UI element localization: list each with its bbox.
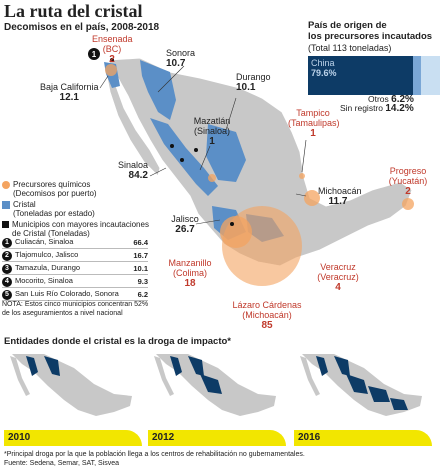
rank-badge: 3: [2, 263, 12, 274]
svg-text:1: 1: [92, 50, 97, 59]
impact-map-2016: 2016: [294, 350, 432, 448]
year-bar: 2016: [294, 430, 432, 446]
year-label: 2010: [8, 432, 31, 443]
label-progreso: Progreso (Yucatán) 2: [388, 166, 428, 197]
bubble-tampico: [299, 173, 305, 179]
main-map: 1: [88, 48, 414, 286]
bubble-lazaro: [222, 206, 302, 286]
municipio-row: 2 Tlajomulco, Jalisco 16.7: [2, 248, 148, 262]
municipio-name: Tamazula, Durango: [15, 262, 81, 272]
legend: Precursores químicos (Decomisos por puert…: [2, 180, 149, 238]
municipio-name-cell: 4 Mocorito, Sinaloa: [2, 274, 132, 288]
marker-tamazula: [194, 148, 198, 152]
legend-precursor: Precursores químicos (Decomisos por puert…: [2, 180, 149, 198]
year-label: 2016: [298, 432, 321, 443]
precursor-otros-label: Otros 6.2%: [368, 94, 414, 105]
marker-mocorito: [170, 144, 174, 148]
bar-china: China 79.6%: [308, 56, 413, 95]
cristal-sinaloa-durango: [150, 118, 218, 196]
municipio-name-cell: 3 Tamazula, Durango: [2, 261, 132, 275]
municipio-value: 6.2: [131, 287, 148, 301]
label-sonora: Sonora 10.7: [166, 48, 196, 69]
rank-badge: 5: [2, 289, 12, 300]
municipio-row: 3 Tamazula, Durango 10.1: [2, 261, 148, 275]
municipio-name-cell: 1 Culiacán, Sinaloa: [2, 236, 132, 249]
bar-otros: [413, 56, 421, 95]
municipio-swatch-icon: [2, 221, 9, 228]
label-michoacan: Michoacán 11.7: [318, 186, 362, 207]
precursor-swatch-icon: [2, 181, 10, 189]
page-title: La ruta del cristal: [4, 1, 143, 21]
municipio-name: Culiacán, Sinaloa: [15, 236, 74, 246]
label-ensenada: Ensenada (BC) 2: [92, 34, 133, 65]
impact-map-2012: 2012: [148, 350, 286, 448]
precursor-sin-registro-label: Sin registro 14.2%: [340, 103, 414, 114]
municipio-row: 5 San Luis Río Colorado, Sonora 6.2: [2, 287, 148, 301]
municipio-name: Tlajomulco, Jalisco: [15, 249, 79, 259]
impact-title: Entidades donde el cristal es la droga d…: [4, 336, 232, 347]
leader-lines: [99, 65, 307, 225]
legend-municipios: Municipios con mayores incautaciones de C…: [2, 220, 149, 238]
municipio-row: 4 Mocorito, Sinaloa 9.3: [2, 274, 148, 288]
label-mazatlan: Mazatlán (Sinaloa) 1: [193, 116, 231, 147]
page-subtitle: Decomisos en el país, 2008-2018: [4, 22, 160, 33]
callout-1: [88, 48, 100, 60]
bubble-ensenada: [105, 64, 117, 76]
bubble-veracruz: [304, 190, 320, 206]
label-lazaro-cardenas: Lázaro Cárdenas (Michoacán) 85: [232, 300, 302, 331]
mexico-base-shape: [107, 57, 413, 267]
year-bar: 2012: [148, 430, 286, 446]
marker-tlajomulco: [230, 222, 234, 226]
year-bar: 2010: [4, 430, 142, 446]
bubble-mazatlan: [208, 174, 216, 182]
cristal-durango: [206, 124, 246, 182]
rank-badge: 2: [2, 250, 12, 261]
note: NOTA: Estos cinco municipios concentran …: [2, 301, 149, 317]
bar-sin-registro: [421, 56, 440, 95]
precursor-total: (Total 113 toneladas): [308, 43, 392, 53]
label-veracruz: Veracruz (Veracruz) 4: [317, 262, 359, 293]
label-baja-california: Baja California 12.1: [40, 82, 99, 103]
municipio-name-cell: 2 Tlajomulco, Jalisco: [2, 248, 132, 262]
municipios-table: 1 Culiacán, Sinaloa 66.4 2 Tlajomulco, Jalis…: [2, 236, 148, 301]
precursor-bar: China 79.6%: [308, 56, 440, 95]
cristal-swatch-icon: [2, 201, 10, 209]
rank-badge: 4: [2, 276, 12, 287]
cristal-sonora: [140, 60, 176, 120]
impact-map-2010: 2010: [4, 350, 142, 448]
municipio-row: 1 Culiacán, Sinaloa 66.4: [2, 236, 148, 249]
footnote: *Principal droga por la que la población…: [4, 451, 305, 467]
label-durango: Durango 10.1: [236, 72, 271, 93]
label-tampico: Tampico (Tamaulipas) 1: [288, 108, 340, 139]
legend-cristal: Cristal (Toneladas por estado): [2, 200, 149, 218]
municipio-value: 66.4: [131, 236, 148, 249]
marker-culiacan: [180, 158, 184, 162]
municipio-name: San Luis Río Colorado, Sonora: [15, 288, 119, 298]
year-label: 2012: [152, 432, 175, 443]
municipio-name: Mocorito, Sinaloa: [15, 275, 73, 285]
municipio-name-cell: 5 San Luis Río Colorado, Sonora: [2, 287, 132, 301]
label-jalisco: Jalisco 26.7: [171, 214, 199, 235]
rank-badge: 1: [2, 237, 12, 248]
municipio-value: 9.3: [131, 274, 148, 288]
marker-slrc: [110, 58, 114, 62]
municipio-value: 16.7: [131, 248, 148, 262]
municipio-value: 10.1: [131, 261, 148, 275]
label-sinaloa: Sinaloa 84.2: [118, 160, 149, 181]
precursor-title: País de origen de los precursores incaut…: [308, 20, 433, 42]
label-manzanillo: Manzanillo (Colima) 18: [168, 258, 212, 289]
bubble-progreso: [402, 198, 414, 210]
